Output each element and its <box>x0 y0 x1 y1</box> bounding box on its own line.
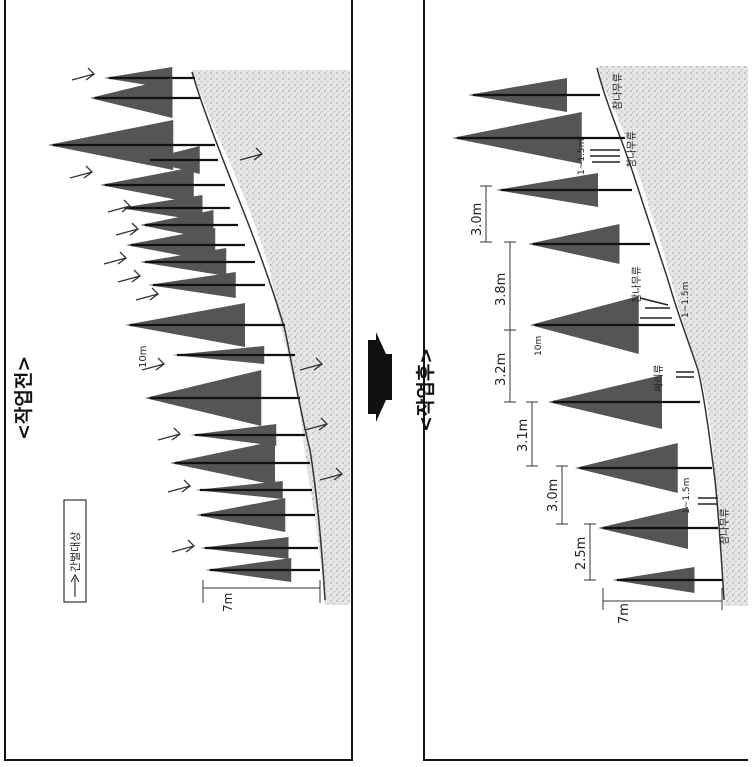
after-tree-4 <box>528 224 650 264</box>
after-tree-2 <box>452 112 625 164</box>
before-ground <box>192 70 350 605</box>
before-ground-line <box>191 71 326 601</box>
after-scale-bar <box>602 588 723 610</box>
thinning-arrow-icon <box>115 222 139 236</box>
before-tree-10 <box>148 272 265 298</box>
after-spacing-5: 3.0m <box>546 479 561 512</box>
after-spacing-2: 3.8m <box>494 273 509 306</box>
after-tree-5 <box>530 296 675 354</box>
thinning-arrow-icon <box>141 357 165 371</box>
before-tree-2 <box>90 78 200 118</box>
before-tree-18 <box>200 537 318 559</box>
understory-height-4: 1~1.5m <box>682 478 692 514</box>
after-title: <작업후> <box>415 348 437 432</box>
before-tree-14 <box>190 424 305 446</box>
thinning-arrow-icon <box>304 417 328 431</box>
before-scale-bar: 7m <box>202 580 321 612</box>
after-spacing-dimensions <box>480 185 596 581</box>
after-tree-1 <box>468 78 600 112</box>
before-tree-16 <box>195 481 312 499</box>
after-scale-label: 7m <box>617 603 632 624</box>
understory-label-top: 참나무류 <box>612 73 624 110</box>
before-tree-15 <box>170 441 310 485</box>
after-tree-8 <box>598 507 718 549</box>
thinning-arrow-icon <box>135 287 159 301</box>
understory-height-1: 1~1.5m <box>577 139 587 175</box>
after-tree-group <box>452 78 722 593</box>
before-tree-9 <box>140 248 255 276</box>
understory-height-2: 1~1.5m <box>681 282 691 318</box>
before-title: <작업전> <box>13 356 35 440</box>
thinning-arrow-icon <box>103 251 127 265</box>
before-tree-3 <box>48 120 215 170</box>
after-tree-7 <box>575 443 712 493</box>
legend-label: 간벌대상 <box>69 532 82 572</box>
thinning-arrow-icon <box>239 147 263 161</box>
after-spacing-1: 3.0m <box>470 203 485 236</box>
after-tree-3 <box>496 173 632 207</box>
after-panel: 3.0m 3.8m 3.2m 3.1m 3.0m 2.5m 참나무류 참나무류 … <box>415 0 748 761</box>
thinning-arrow-icon <box>171 539 195 553</box>
understory-shrubs <box>590 149 718 505</box>
before-tree-17 <box>196 498 315 532</box>
thinning-arrow-icon <box>319 467 343 481</box>
before-frame <box>4 0 353 761</box>
after-spacing-label: 10m <box>534 336 544 356</box>
before-tree-12 <box>172 346 295 364</box>
thinning-arrow-icon <box>69 165 93 179</box>
after-spacing-4: 3.1m <box>516 419 531 452</box>
before-legend: 간벌대상 <box>63 499 87 603</box>
before-thinning-arrows <box>69 67 343 553</box>
before-scale-label: 7m <box>221 593 235 612</box>
before-tree-5 <box>100 167 225 203</box>
before-tree-4 <box>145 146 218 174</box>
before-spacing-label: 10m <box>138 346 149 368</box>
after-tree-9 <box>612 567 722 593</box>
thinning-arrow-icon <box>157 427 181 441</box>
before-tree-11 <box>125 303 285 347</box>
thinning-arrow-icon <box>71 67 95 81</box>
thinning-arrow-icon <box>299 357 323 371</box>
understory-species-1: 참나무류 <box>626 131 638 168</box>
understory-species-3: 싸리류 <box>653 364 665 392</box>
before-panel: 간벌대상 7m 10m <작업전> <box>4 0 353 761</box>
before-tree-6 <box>120 195 230 221</box>
after-spacing-6: 2.5m <box>574 537 589 570</box>
direction-arrow-icon <box>368 332 392 422</box>
after-spacing-3: 3.2m <box>494 353 509 386</box>
thinning-arrow-icon <box>117 269 141 283</box>
after-ground <box>596 66 748 606</box>
understory-species-2: 참나무류 <box>631 266 643 303</box>
after-tree-6 <box>548 375 700 429</box>
thinning-arrow-icon <box>167 479 191 493</box>
understory-species-4: 참나무류 <box>719 508 731 545</box>
thinning-arrow-icon <box>107 199 131 213</box>
before-tree-13 <box>145 370 300 426</box>
after-frame <box>423 0 748 761</box>
before-tree-19 <box>205 558 320 582</box>
before-tree-group <box>48 67 320 582</box>
